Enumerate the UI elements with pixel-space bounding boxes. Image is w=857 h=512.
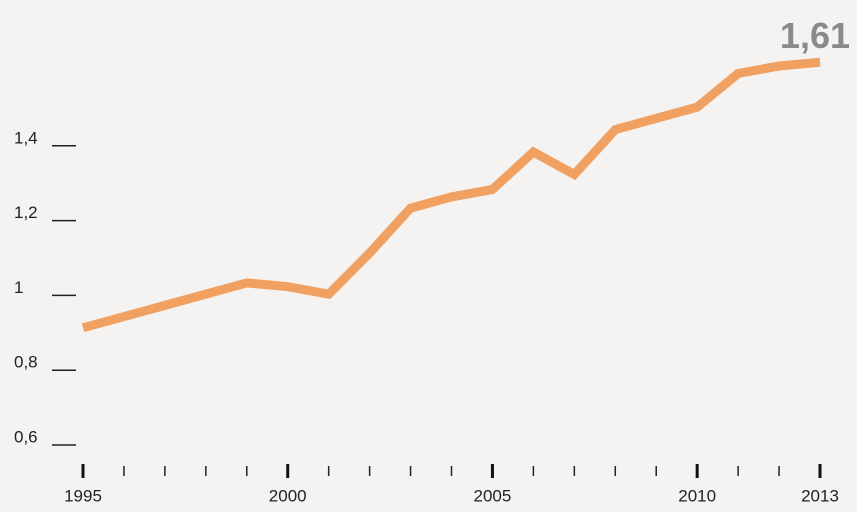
x-tick-label: 2005 [474, 486, 512, 505]
series-line [81, 57, 821, 333]
y-tick-label: 1,4 [14, 128, 38, 147]
x-tick-label: 1995 [64, 486, 102, 505]
x-tick-label: 2010 [678, 486, 716, 505]
y-tick-label: 0,6 [14, 427, 38, 446]
y-tick-label: 0,8 [14, 353, 38, 372]
value-label: 1,61 [780, 15, 850, 56]
x-tick-label: 2000 [269, 486, 307, 505]
y-tick-label: 1,2 [14, 203, 38, 222]
y-tick-label: 1 [14, 278, 23, 297]
x-tick-label: 2013 [801, 486, 839, 505]
